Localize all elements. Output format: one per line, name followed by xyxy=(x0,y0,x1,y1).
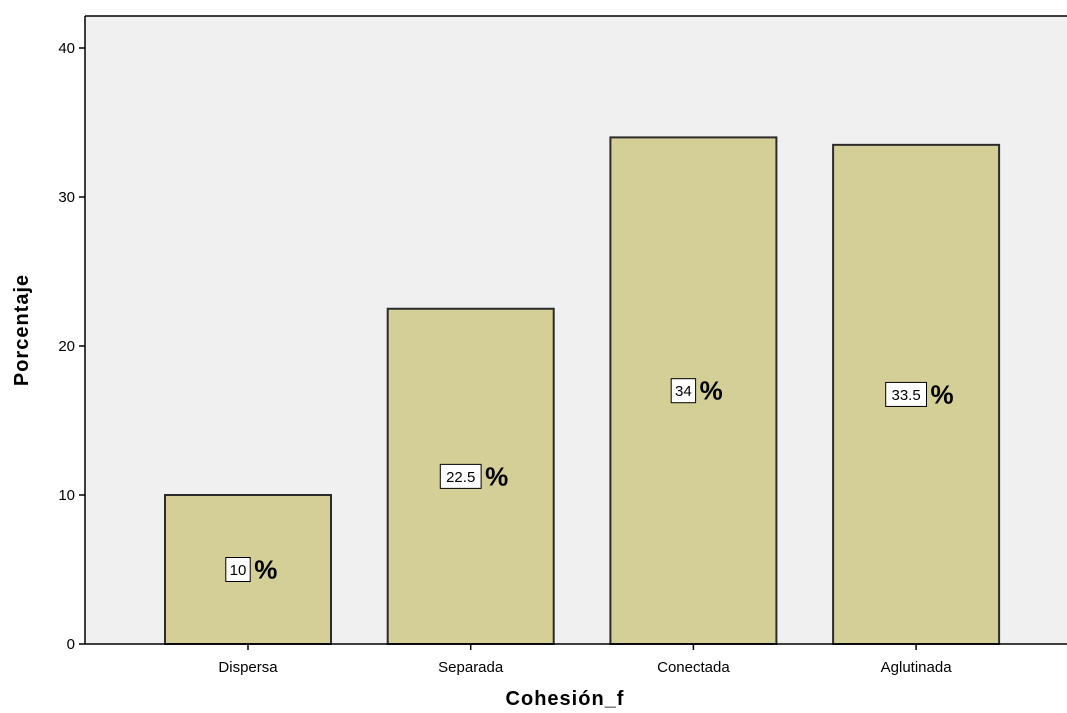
data-label: 34 xyxy=(675,383,692,400)
x-tick-label: Separada xyxy=(438,659,504,676)
data-label-suffix: % xyxy=(254,555,277,585)
x-tick-label: Dispersa xyxy=(218,659,278,676)
x-tick-label: Aglutinada xyxy=(881,659,953,676)
y-tick-label: 20 xyxy=(58,338,75,355)
data-label: 22.5 xyxy=(446,469,475,486)
data-label-box xyxy=(225,557,251,582)
y-tick-label: 40 xyxy=(58,40,75,57)
data-label-suffix: % xyxy=(931,379,954,409)
data-label-suffix: % xyxy=(700,376,723,406)
y-tick-label: 10 xyxy=(58,487,75,504)
y-axis: 0 10 20 30 40 xyxy=(58,15,1067,653)
data-label-box xyxy=(439,463,482,489)
bars-group: 10 % 22.5 % 34% 33.5% xyxy=(164,136,1001,645)
data-label: 10 xyxy=(230,562,247,579)
data-label: 33.5 xyxy=(891,387,920,404)
data-label-box xyxy=(885,381,928,407)
x-axis-title: Cohesión_f xyxy=(506,688,625,710)
data-label-suffix: % xyxy=(485,461,508,491)
y-tick-label: 0 xyxy=(67,636,75,653)
y-tick-label: 30 xyxy=(58,189,75,206)
y-axis-title: Porcentaje xyxy=(11,274,33,386)
x-tick-label: Conectada xyxy=(657,659,730,676)
x-axis: Dispersa Separada Conectada Aglutinada xyxy=(85,643,1067,676)
data-label-box xyxy=(670,378,697,404)
